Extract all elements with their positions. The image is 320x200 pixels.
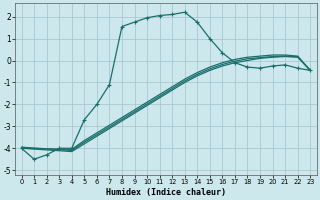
X-axis label: Humidex (Indice chaleur): Humidex (Indice chaleur) (106, 188, 226, 197)
